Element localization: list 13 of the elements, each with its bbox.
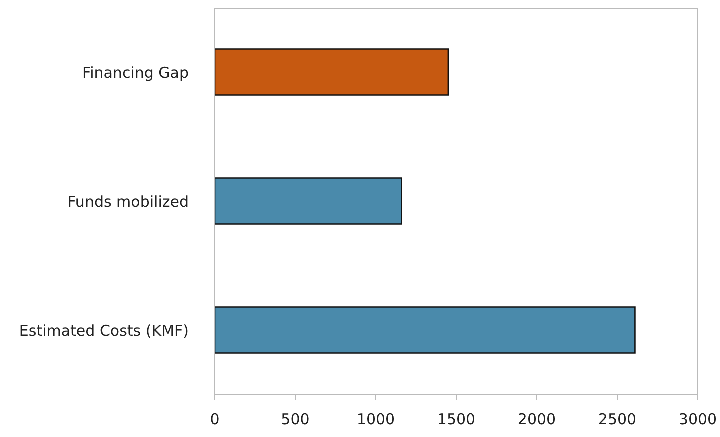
y-tick-label: Funds mobilized [68, 192, 189, 211]
bar [215, 306, 636, 354]
x-tick-label: 1000 [356, 410, 396, 429]
x-tick-label: 1500 [437, 410, 476, 429]
x-tick-label: 3000 [678, 410, 718, 429]
x-tick-label: 2000 [518, 410, 556, 429]
x-tick-label: 0 [210, 410, 220, 429]
bar [215, 178, 402, 225]
y-tick-label: Estimated Costs (KMF) [19, 322, 189, 340]
x-tick-label: 2500 [598, 410, 637, 429]
bar [215, 48, 450, 96]
y-tick-label: Financing Gap [82, 64, 189, 82]
x-tick-label: 500 [281, 410, 310, 429]
